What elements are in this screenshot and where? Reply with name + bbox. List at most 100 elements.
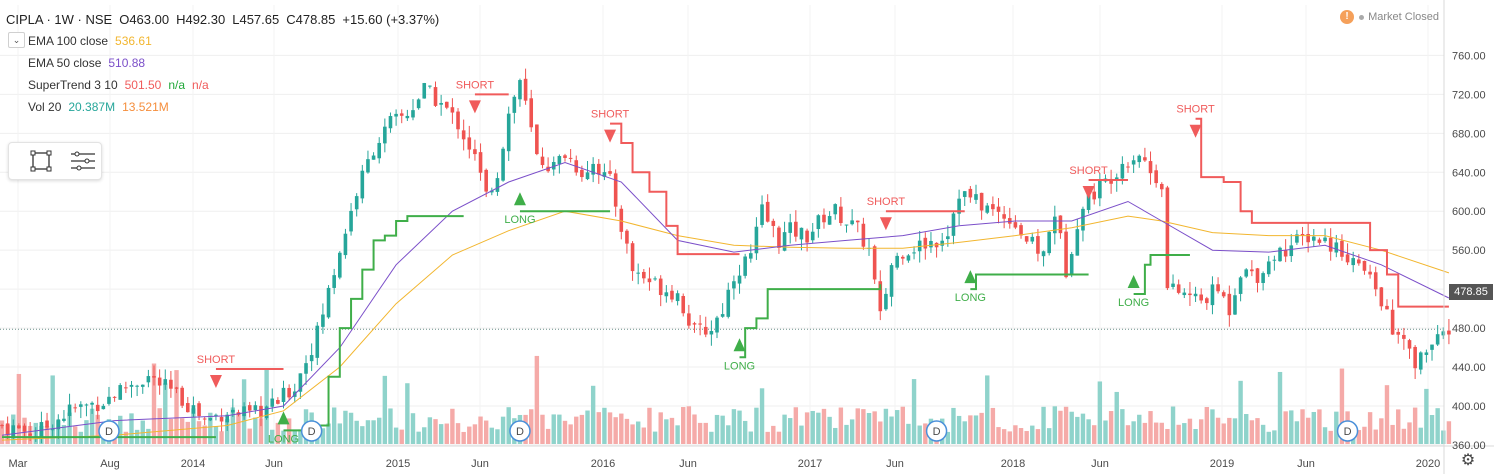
volume-bar xyxy=(945,431,951,444)
volume-bar xyxy=(1446,421,1452,444)
candle-body xyxy=(535,124,539,155)
indicator-ema100[interactable]: EMA 100 close 536.61 xyxy=(28,30,446,52)
volume-bar xyxy=(579,414,585,444)
candle-body xyxy=(889,265,894,297)
volume-bar xyxy=(1339,368,1345,444)
volume-bar xyxy=(168,418,174,444)
candle-body xyxy=(1368,271,1372,275)
chevron-down-icon[interactable]: ⌄ xyxy=(8,32,25,48)
indicator-value: 501.50 xyxy=(124,78,162,92)
candle-body xyxy=(951,213,956,236)
candle-body xyxy=(490,190,494,193)
volume-bar xyxy=(61,424,67,444)
volume-bar xyxy=(1362,426,1367,444)
indicator-value: 510.88 xyxy=(108,56,146,70)
candle-body xyxy=(1424,352,1429,355)
candle-body xyxy=(895,255,899,268)
volume-bar xyxy=(1176,424,1181,444)
volume-bar xyxy=(44,426,50,444)
price-tick-label: 760.00 xyxy=(1452,50,1486,62)
candle-body xyxy=(799,227,804,240)
rectangle-tool-icon[interactable] xyxy=(29,149,53,173)
volume-bar xyxy=(1407,422,1412,444)
candle-body xyxy=(782,232,787,251)
candle-body xyxy=(84,404,89,406)
price-change: +15.60 (+3.37%) xyxy=(342,11,440,27)
dividend-marker-icon xyxy=(925,420,948,442)
supertrend-up-line xyxy=(970,273,1089,291)
candle-body xyxy=(743,256,747,276)
volume-bar xyxy=(816,412,821,444)
candle-body xyxy=(540,156,545,166)
candle-body xyxy=(22,425,27,432)
candle-body xyxy=(264,406,269,419)
candle-body xyxy=(1238,277,1243,294)
indicator-name: EMA 50 close xyxy=(28,56,102,70)
volume-bar xyxy=(742,420,748,444)
signal-markers: SHORT LONG SHORT LONG SHORT LONG SHORT LONG SHOR… xyxy=(197,79,1215,445)
volume-bar xyxy=(1041,406,1046,444)
volume-bar xyxy=(574,416,579,444)
volume-bar xyxy=(298,429,303,444)
candle-body xyxy=(523,78,528,101)
volume-bar xyxy=(624,418,630,444)
time-axis[interactable]: Mar Aug 2014 Jun 2015 Jun 2016 Jun 2017 Jun 2018 Ju… xyxy=(9,458,1441,470)
volume-bar xyxy=(630,424,635,444)
format-lines-icon[interactable] xyxy=(69,149,97,173)
candle-body xyxy=(1306,233,1310,243)
indicator-supertrend[interactable]: SuperTrend 3 10 501.50 n/a n/a xyxy=(28,74,446,96)
candle-body xyxy=(670,290,674,300)
candle-body xyxy=(107,396,111,404)
volume-bar xyxy=(562,420,568,444)
indicator-ema50[interactable]: EMA 50 close 510.88 xyxy=(28,52,446,74)
ema50-line xyxy=(1,161,1450,436)
short-arrow-icon xyxy=(1082,186,1095,200)
long-signal-label: LONG xyxy=(504,214,535,226)
candle-body xyxy=(687,313,691,326)
symbol-label[interactable]: CIPLA · 1W · NSE xyxy=(6,11,113,27)
candle-body xyxy=(5,423,10,435)
volume-bar xyxy=(478,416,483,444)
short-signal-label: SHORT xyxy=(197,354,236,366)
volume-bar xyxy=(320,428,326,444)
volume-bar xyxy=(1322,427,1328,444)
indicator-name: SuperTrend 3 10 xyxy=(28,78,118,92)
volume-bar xyxy=(1046,428,1052,444)
volume-bar xyxy=(534,355,540,444)
time-tick-label: Jun xyxy=(1297,458,1315,470)
candle-body xyxy=(1024,236,1029,242)
indicator-value: n/a xyxy=(192,78,209,92)
candle-body xyxy=(1283,250,1288,257)
candle-body xyxy=(1210,284,1215,306)
indicator-volume[interactable]: Vol 20 20.387M 13.521M xyxy=(28,96,446,118)
volume-bar xyxy=(996,427,1001,444)
candle-body xyxy=(1407,340,1412,349)
candle-body xyxy=(118,385,123,400)
volume-bar xyxy=(1367,412,1373,444)
long-signal-label: LONG xyxy=(268,433,299,445)
volume-bar xyxy=(613,417,618,444)
volume-bar xyxy=(67,412,72,444)
candle-body xyxy=(1171,283,1175,287)
gear-icon[interactable]: ⚙ xyxy=(1460,452,1476,469)
volume-bar xyxy=(1114,391,1119,444)
volume-bar xyxy=(956,415,962,444)
volume-bar xyxy=(467,426,472,444)
volume-bar xyxy=(607,412,613,444)
volume-bar xyxy=(1187,418,1193,444)
indicator-value: 20.387M xyxy=(68,100,116,114)
volume-bar xyxy=(540,414,545,444)
volume-bar xyxy=(844,424,849,444)
volume-bar xyxy=(1396,409,1401,444)
candle-body xyxy=(715,317,719,333)
candle-body xyxy=(1233,295,1237,315)
candle-body xyxy=(338,252,342,278)
volume-bar xyxy=(1441,430,1446,444)
alert-icon[interactable]: ! xyxy=(1340,10,1355,24)
candle-body xyxy=(377,142,382,159)
volume-bar xyxy=(681,407,686,444)
candle-body xyxy=(506,113,511,152)
time-tick-label: Aug xyxy=(100,458,120,470)
candle-body xyxy=(1430,344,1434,350)
